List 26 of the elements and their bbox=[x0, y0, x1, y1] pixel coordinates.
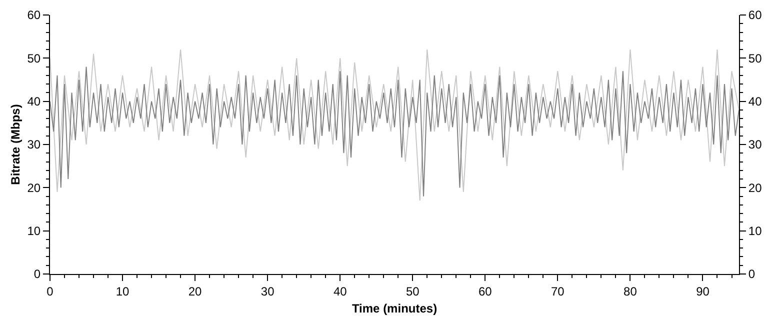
y2-tick-label: 10 bbox=[748, 224, 762, 238]
y2-tick-label: 60 bbox=[748, 8, 762, 22]
x-tick-label: 70 bbox=[551, 284, 565, 298]
x-axis-title: Time (minutes) bbox=[352, 301, 438, 316]
y2-tick-label: 40 bbox=[748, 94, 762, 109]
y-axis-title: Bitrate (Mbps) bbox=[8, 104, 23, 185]
x-tick-label: 60 bbox=[478, 284, 492, 298]
x-tick-label: 30 bbox=[260, 284, 275, 298]
y2-tick-label: 0 bbox=[748, 267, 756, 282]
y-tick-label: 60 bbox=[27, 8, 41, 22]
y-tick-label: 0 bbox=[34, 267, 41, 282]
y-tick-label: 20 bbox=[27, 180, 41, 195]
x-tick-label: 80 bbox=[624, 284, 638, 298]
y-tick-label: 40 bbox=[27, 94, 41, 109]
y2-tick-label: 50 bbox=[748, 51, 762, 66]
y-tick-label: 50 bbox=[27, 51, 41, 66]
x-tick-label: 10 bbox=[116, 284, 130, 298]
x-tick-label: 40 bbox=[333, 284, 348, 298]
y-tick-label: 30 bbox=[27, 138, 41, 152]
y2-tick-label: 20 bbox=[748, 180, 762, 195]
y-tick-label: 10 bbox=[27, 224, 41, 238]
y2-tick-label: 30 bbox=[748, 138, 762, 152]
x-tick-label: 0 bbox=[46, 284, 54, 298]
x-tick-label: 90 bbox=[696, 284, 710, 298]
x-tick-label: 50 bbox=[406, 284, 420, 298]
x-tick-label: 20 bbox=[188, 284, 202, 298]
